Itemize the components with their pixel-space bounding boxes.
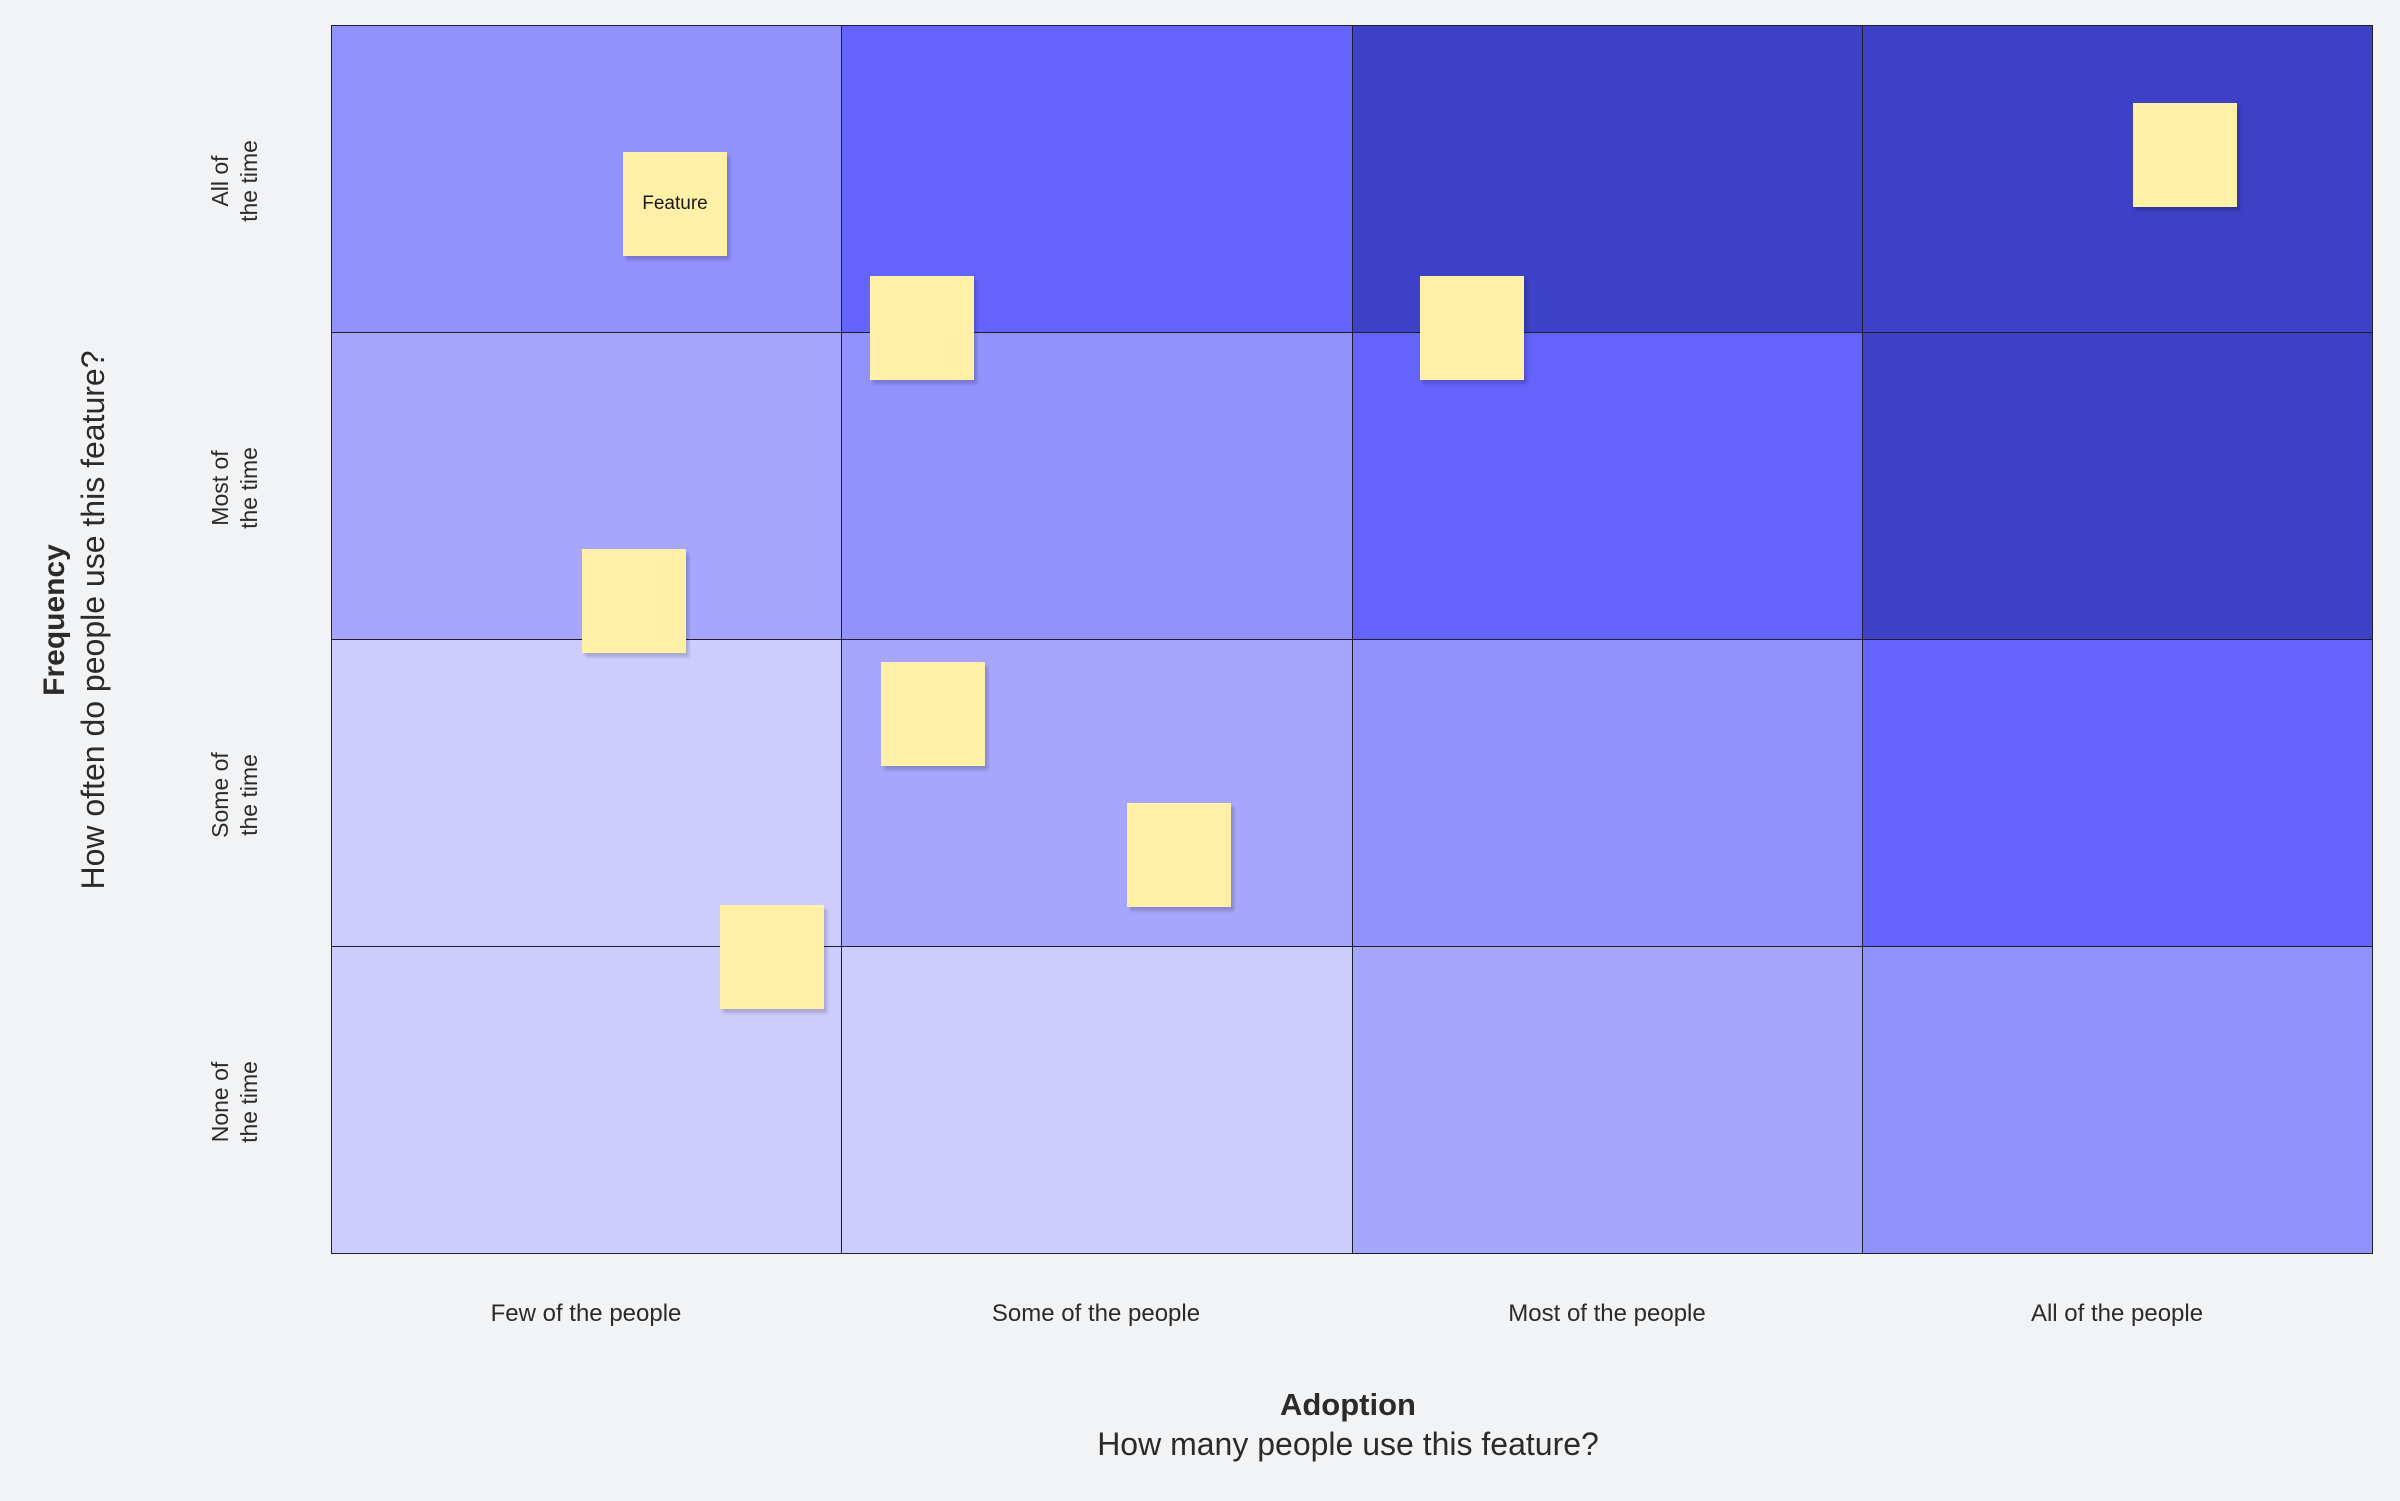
sticky-note[interactable] <box>881 662 985 766</box>
row-label-line1: All of <box>207 155 233 207</box>
row-label-line1: None of <box>207 1061 233 1143</box>
x-axis-title: Adoption How many people use this featur… <box>1048 1386 1648 1464</box>
y-axis-title-label: Frequency <box>38 544 71 696</box>
row-label-line1: Some of <box>207 752 233 838</box>
row-label-none-of-the-time: None of the time <box>206 1057 264 1147</box>
row-label-line2: the time <box>236 140 262 222</box>
sticky-note[interactable] <box>582 549 686 653</box>
row-label-line2: the time <box>236 1061 262 1143</box>
matrix-cell[interactable] <box>332 640 843 947</box>
col-label-most-of-the-people: Most of the people <box>1508 1300 1706 1327</box>
row-label-some-of-the-time: Some of the time <box>206 750 264 840</box>
sticky-note[interactable] <box>2133 103 2237 207</box>
y-axis-subtitle: How often do people use this feature? <box>75 350 111 890</box>
x-axis-subtitle: How many people use this feature? <box>1097 1426 1599 1462</box>
matrix-cell[interactable] <box>1352 947 1863 1254</box>
sticky-note[interactable] <box>870 276 974 380</box>
matrix-cell[interactable] <box>1862 26 2373 333</box>
sticky-note[interactable] <box>1420 276 1524 380</box>
y-axis-title: Frequency How often do people use this f… <box>37 270 113 970</box>
col-label-few-of-the-people: Few of the people <box>490 1300 682 1327</box>
row-label-line1: Most of <box>207 450 233 526</box>
row-label-line2: the time <box>236 447 262 529</box>
matrix-cell[interactable] <box>842 333 1353 640</box>
matrix-cell[interactable] <box>842 947 1353 1254</box>
matrix-cell[interactable] <box>1352 640 1863 947</box>
sticky-note[interactable] <box>1127 803 1231 907</box>
matrix-cell[interactable] <box>1862 640 2373 947</box>
matrix-cell[interactable] <box>1862 333 2373 640</box>
sticky-note[interactable]: Feature <box>623 152 727 256</box>
sticky-note[interactable] <box>720 905 824 1009</box>
matrix-cell[interactable] <box>1862 947 2373 1254</box>
matrix-cell[interactable] <box>332 26 843 333</box>
row-label-line2: the time <box>236 754 262 836</box>
row-label-most-of-the-time: Most of the time <box>206 443 264 533</box>
matrix-cell[interactable] <box>1352 333 1863 640</box>
x-axis-title-label: Adoption <box>1279 1387 1416 1422</box>
col-label-some-of-the-people: Some of the people <box>991 1300 1201 1327</box>
col-label-all-of-the-people: All of the people <box>2030 1300 2204 1327</box>
row-label-all-of-the-time: All of the time <box>206 136 264 226</box>
